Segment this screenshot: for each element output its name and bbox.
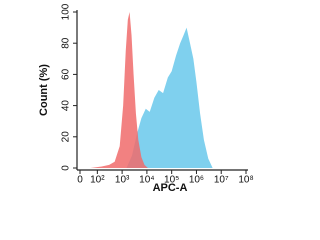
x-tick-label: 0 bbox=[77, 175, 83, 186]
y-tick-label: 0 bbox=[61, 165, 72, 171]
y-tick-label: 40 bbox=[61, 100, 72, 112]
x-tick-label: 10⁵ bbox=[164, 175, 179, 186]
x-tick-label: 10⁸ bbox=[238, 175, 253, 186]
y-axis-label: Count (%) bbox=[38, 64, 50, 116]
y-tick-label: 20 bbox=[61, 131, 72, 143]
x-tick-label: 10² bbox=[90, 175, 105, 186]
histogram-area bbox=[90, 12, 148, 168]
x-tick-label: 10⁷ bbox=[214, 175, 229, 186]
x-tick-label: 10⁴ bbox=[139, 175, 154, 186]
y-tick-label: 100 bbox=[61, 3, 72, 20]
histogram-area bbox=[126, 27, 213, 168]
x-tick-label: 10³ bbox=[115, 175, 130, 186]
y-tick-label: 60 bbox=[61, 68, 72, 80]
y-tick-label: 80 bbox=[61, 37, 72, 49]
chart: APC-A Count (%) 0 20 40 60 80 100 0 10² 10³ 10⁴ 10… bbox=[38, 3, 254, 194]
x-axis-label: APC-A bbox=[153, 182, 188, 194]
x-tick-label: 10⁶ bbox=[189, 175, 204, 186]
